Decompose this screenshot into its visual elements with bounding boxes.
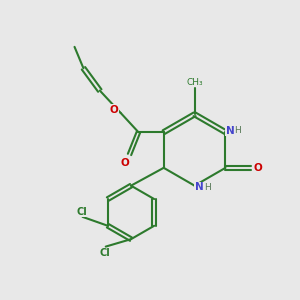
Text: N: N <box>195 182 203 192</box>
Text: H: H <box>204 183 210 192</box>
Text: CH₃: CH₃ <box>186 78 203 87</box>
Text: Cl: Cl <box>100 248 110 258</box>
Text: O: O <box>254 163 262 173</box>
Text: O: O <box>110 105 118 115</box>
Text: O: O <box>121 158 129 168</box>
Text: N: N <box>226 126 234 136</box>
Text: H: H <box>235 126 241 135</box>
Text: Cl: Cl <box>76 206 87 217</box>
